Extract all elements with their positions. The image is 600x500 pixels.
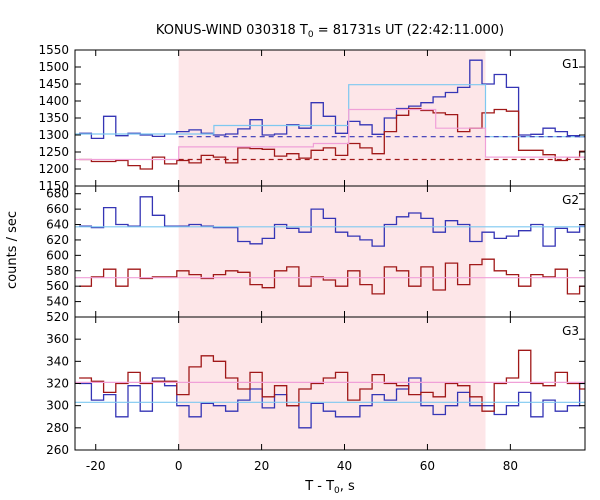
x-tick-label: -20	[86, 459, 106, 473]
y-tick-label: 660	[46, 202, 69, 216]
y-tick-label: 1500	[38, 60, 69, 74]
y-tick-label: 1450	[38, 77, 69, 91]
series-g3-blue-0	[79, 377, 585, 429]
burst-interval-shading	[178, 317, 486, 450]
chart-title: KONUS-WIND 030318 T0 = 81731s UT (22:42:…	[156, 23, 504, 40]
y-tick-label: 1300	[38, 128, 69, 142]
x-tick-label: 80	[503, 459, 518, 473]
y-axis-label: counts / sec	[5, 211, 20, 289]
y-tick-label: 640	[46, 218, 69, 232]
x-tick-label: 20	[254, 459, 269, 473]
series-g3-red-1	[79, 349, 585, 412]
y-tick-label: 1250	[38, 145, 69, 159]
x-tick-label: 0	[175, 459, 183, 473]
panel-label: G3	[562, 324, 579, 338]
panel-g3: 260 280 300 320 340 360 G3 -20 0 20 40 60 80	[46, 316, 586, 473]
x-axis-label: T - T0, s	[304, 479, 355, 496]
y-tick-label: 1200	[38, 162, 69, 176]
y-tick-label: 560	[46, 279, 69, 293]
series-g1-pink-step-3	[75, 108, 585, 161]
series-g2-blue-0	[79, 196, 585, 247]
burst-interval-shading	[178, 50, 486, 186]
y-tick-label: 1350	[38, 111, 69, 125]
panel-label: G2	[562, 193, 579, 207]
panel-g1: 1150 1200 1250 1300 1350 1400 1450 1500 1550 G1	[38, 43, 586, 193]
y-tick-label: 300	[46, 399, 69, 413]
x-tick-label: 40	[337, 459, 352, 473]
y-tick-label: 580	[46, 264, 69, 278]
y-tick-label: 360	[46, 332, 69, 346]
y-tick-label: 540	[46, 295, 69, 309]
y-tick-label: 1400	[38, 94, 69, 108]
y-tick-label: 280	[46, 421, 69, 435]
y-tick-label: 600	[46, 248, 69, 262]
series-g1-red-1	[79, 107, 585, 170]
burst-interval-shading	[178, 186, 486, 317]
y-tick-label: 520	[46, 310, 69, 324]
y-tick-label: 260	[46, 443, 69, 457]
y-tick-label: 1150	[38, 179, 69, 193]
y-tick-label: 320	[46, 377, 69, 391]
y-tick-label: 1550	[38, 43, 69, 57]
y-tick-label: 680	[46, 187, 69, 201]
panels: 1150 1200 1250 1300 1350 1400 1450 1500 1550 G1 52…	[38, 43, 586, 473]
y-tick-label: 620	[46, 233, 69, 247]
y-tick-label: 340	[46, 354, 69, 368]
panel-label: G1	[562, 57, 579, 71]
x-tick-label: 60	[420, 459, 435, 473]
series-g2-red-1	[79, 258, 585, 295]
